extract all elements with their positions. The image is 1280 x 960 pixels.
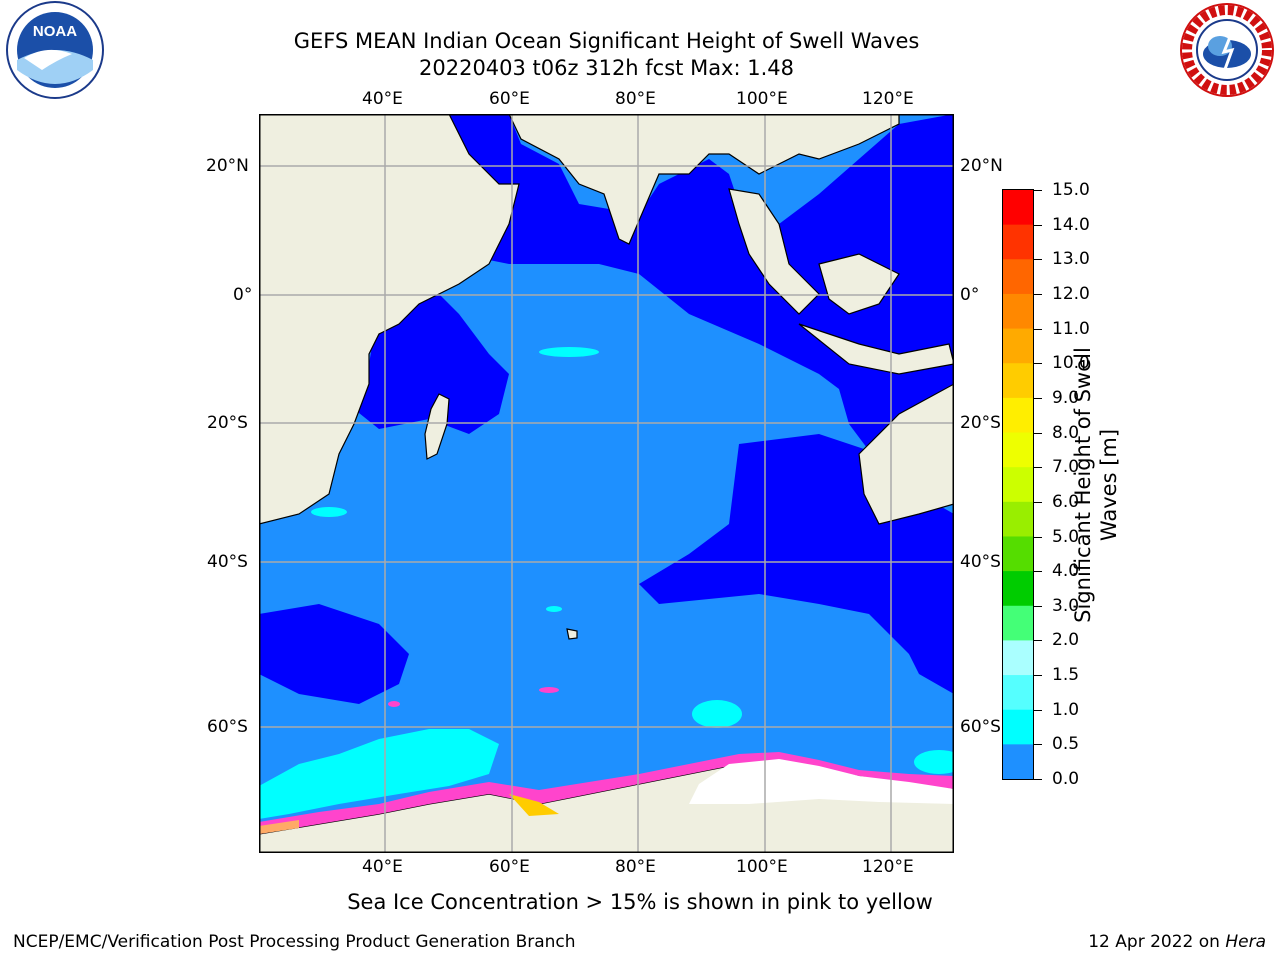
colorbar-tick-mark [1034,536,1042,538]
colorbar-tick-mark [1034,293,1042,295]
colorbar-segment [1003,640,1033,676]
colorbar-tick-label: 9.0 [1052,387,1080,408]
lon-tick-top: 100°E [736,89,788,109]
lat-tick-left: 40°S [207,552,248,572]
colorbar-tick-label: 2.0 [1052,630,1080,651]
colorbar-segment [1003,190,1033,226]
lon-tick-bottom: 80°E [615,857,656,877]
lon-tick-top: 40°E [362,89,403,109]
colorbar-tick-label: 1.5 [1052,665,1080,686]
colorbar-tick-label: 1.0 [1052,699,1080,720]
colorbar-tick-mark [1034,640,1042,642]
colorbar-segment [1003,501,1033,537]
colorbar-segment [1003,675,1033,711]
colorbar-tick-mark [1034,432,1042,434]
nws-logo [1176,2,1278,98]
lat-tick-right: 60°S [960,717,1001,737]
lon-tick-top: 60°E [489,89,530,109]
lon-tick-top: 120°E [862,89,914,109]
colorbar-tick-mark [1034,467,1042,469]
lat-tick-right: 20°S [960,413,1001,433]
colorbar-segment [1003,709,1033,745]
lat-tick-right: 20°N [960,156,1003,176]
colorbar-segment [1003,744,1033,779]
colorbar-tick-label: 14.0 [1052,214,1090,235]
colorbar-tick-mark [1034,363,1042,365]
lat-tick-right: 0° [960,285,980,305]
colorbar-tick-label: 11.0 [1052,318,1090,339]
colorbar-segment [1003,605,1033,641]
lat-tick-left: 0° [233,285,253,305]
sea-ice-caption: Sea Ice Concentration > 15% is shown in … [347,890,933,914]
colorbar-segment [1003,467,1033,503]
lon-tick-bottom: 100°E [736,857,788,877]
colorbar-tick-label: 13.0 [1052,249,1090,270]
high-swell-regions [259,347,954,819]
colorbar-segment [1003,328,1033,364]
colorbar-tick-label: 10.0 [1052,353,1090,374]
colorbar-tick-mark [1034,605,1042,607]
colorbar-tick-mark [1034,224,1042,226]
lat-tick-left: 20°N [206,156,249,176]
colorbar-tick-label: 4.0 [1052,561,1080,582]
colorbar-tick-mark [1034,190,1042,191]
lon-tick-bottom: 120°E [862,857,914,877]
colorbar-segment [1003,224,1033,260]
lon-tick-bottom: 60°E [489,857,530,877]
colorbar-tick-mark [1034,259,1042,261]
colorbar-segment [1003,293,1033,330]
colorbar-segment [1003,536,1033,572]
lat-tick-right: 40°S [960,552,1001,572]
colorbar-tick-label: 15.0 [1052,180,1090,200]
footer-date-text: 12 Apr 2022 on [1088,932,1226,952]
colorbar-tick-mark [1034,675,1042,677]
chart-title-line1: GEFS MEAN Indian Ocean Significant Heigh… [293,29,920,53]
chart-title-line2: 20220403 t06z 312h fcst Max: 1.48 [419,56,794,80]
colorbar-tick-mark [1034,501,1042,503]
colorbar-segment [1003,363,1033,399]
lat-tick-left: 20°S [207,413,248,433]
lon-tick-top: 80°E [615,89,656,109]
map-frame [259,114,954,853]
colorbar-tick-label: 3.0 [1052,595,1080,616]
colorbar-segment [1003,432,1033,468]
colorbar-tick-mark [1034,709,1042,711]
svg-text:NOAA: NOAA [33,23,77,40]
colorbar [1002,189,1034,780]
colorbar-tick-label: 0.5 [1052,734,1080,755]
colorbar-tick-label: 0.0 [1052,769,1080,789]
colorbar-tick-label: 5.0 [1052,526,1080,547]
colorbar-label: Significant Height of Swell Waves [m] [1071,347,1121,623]
colorbar-tick-mark [1034,571,1042,573]
colorbar-tick-mark [1034,328,1042,330]
lat-tick-left: 60°S [207,717,248,737]
noaa-logo: NOAA [2,0,108,100]
colorbar-segment [1003,571,1033,607]
colorbar-segment [1003,259,1033,295]
colorbar-tick-mark [1034,744,1042,746]
colorbar-tick-mark [1034,397,1042,399]
colorbar-tick-label: 7.0 [1052,457,1080,478]
swell-height-map [259,114,954,853]
colorbar-tick-mark [1034,779,1042,780]
map-gridlines [259,114,954,853]
footer-host: Hera [1225,932,1266,952]
colorbar-tick-label: 12.0 [1052,283,1090,304]
lon-tick-bottom: 40°E [362,857,403,877]
footer-branch-text: NCEP/EMC/Verification Post Processing Pr… [13,932,576,952]
colorbar-tick-label: 8.0 [1052,422,1080,443]
colorbar-segment [1003,397,1033,434]
footer-date: 12 Apr 2022 on Hera [1088,932,1266,952]
sea-ice-overlay [259,687,954,834]
colorbar-tick-label: 6.0 [1052,491,1080,512]
